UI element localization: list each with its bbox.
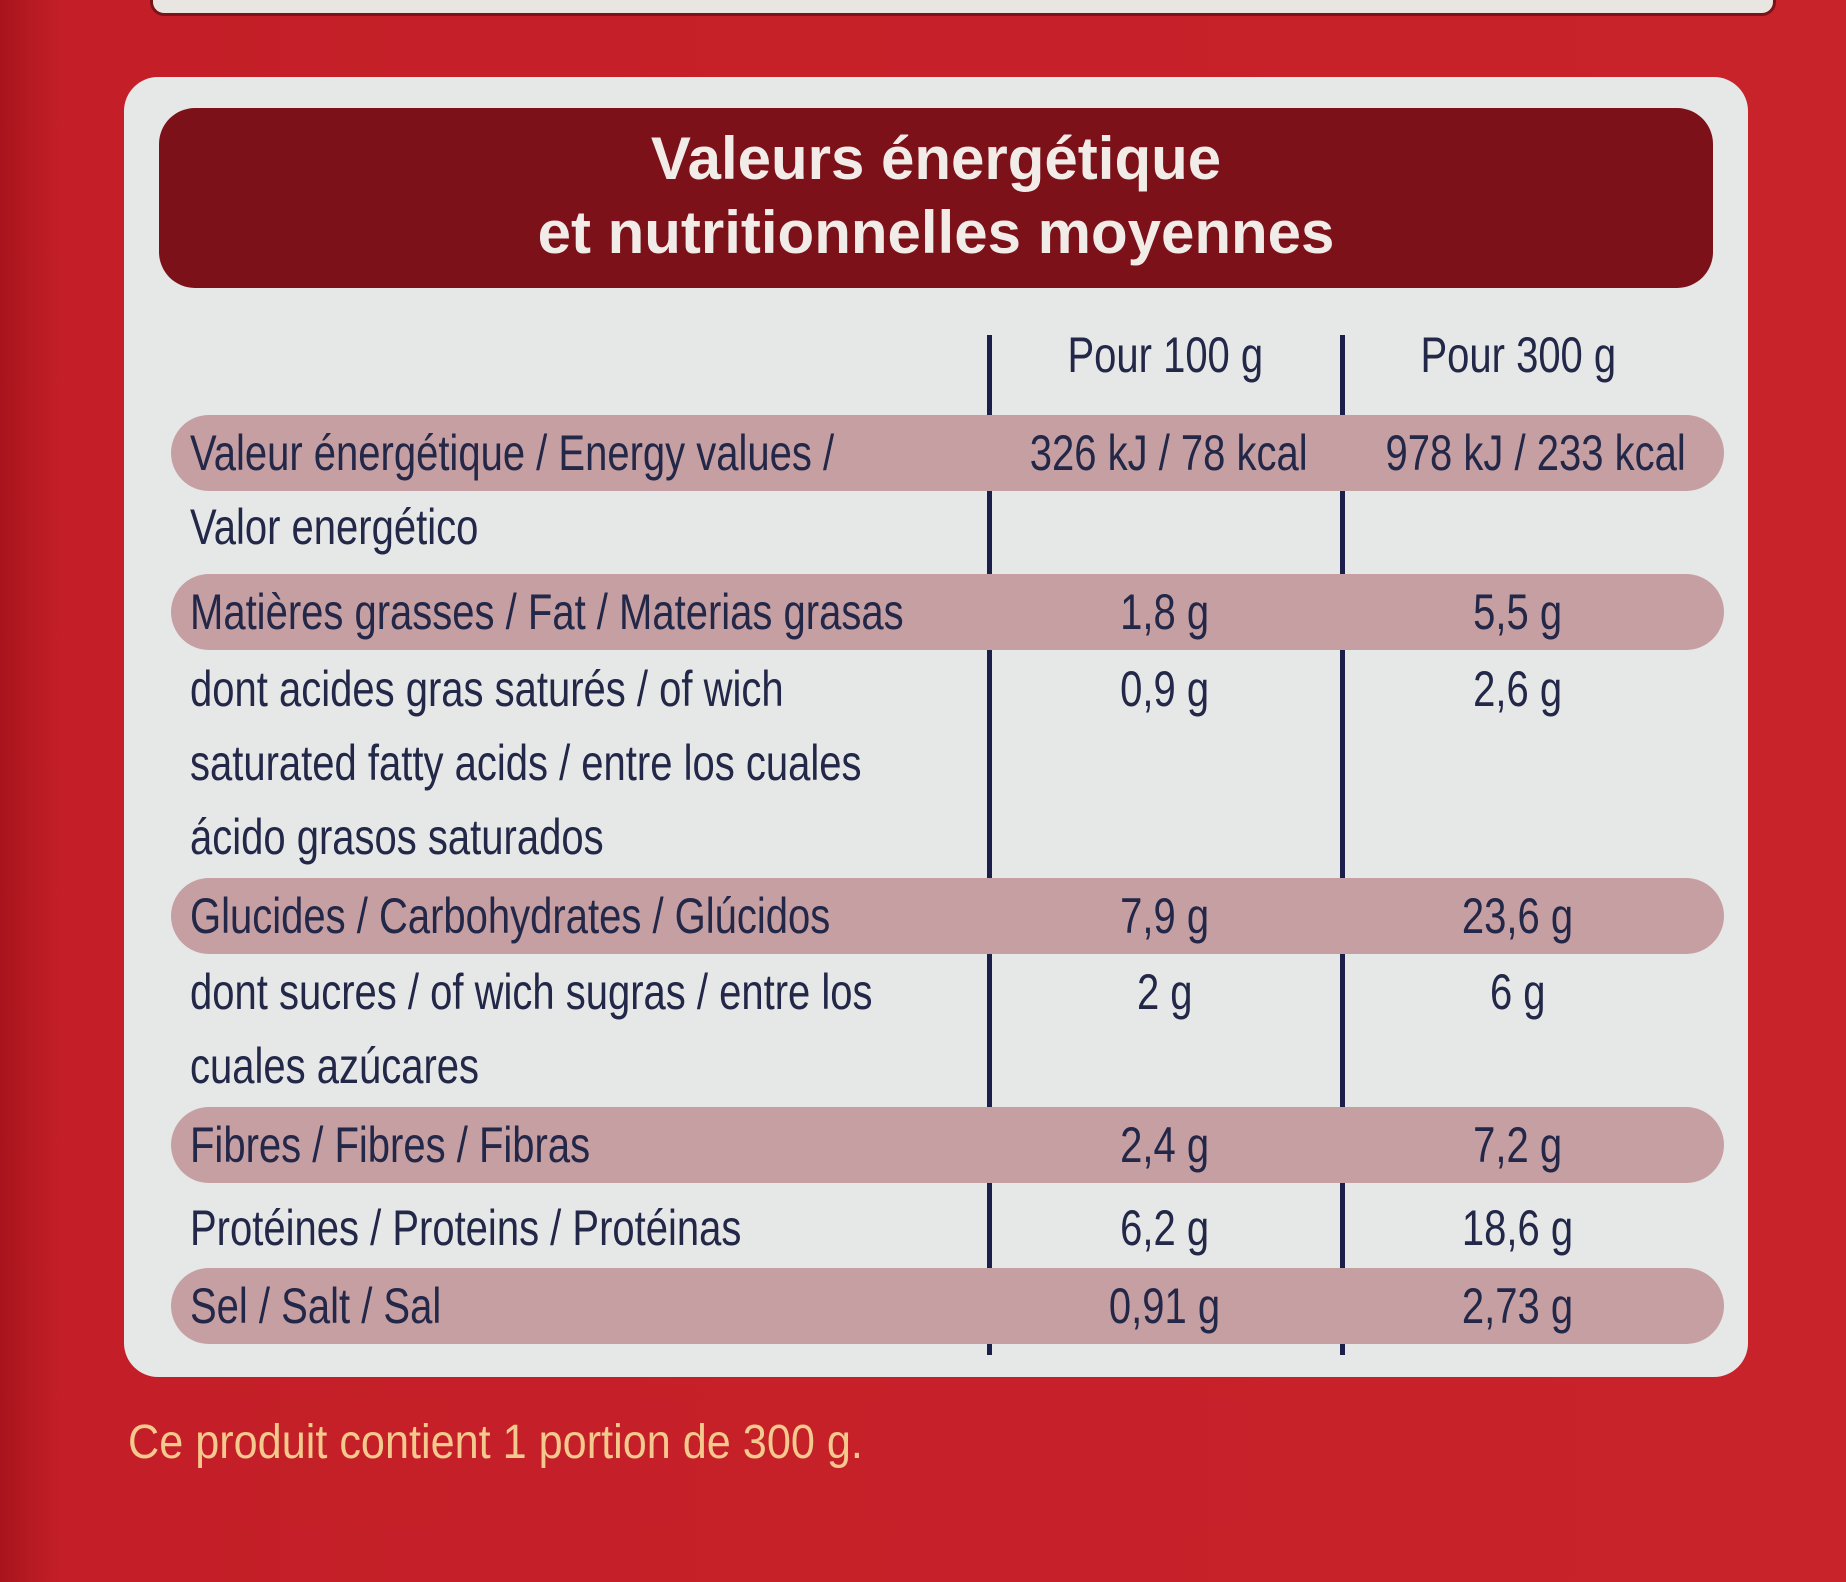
title-line: et nutritionnelles moyennes [537,199,1335,266]
row-value-text: 978 kJ / 233 kcal [1385,425,1686,481]
row-label: saturated fatty acids / entre los cuales [190,726,1029,800]
row-label-text: cuales azúcares [190,1038,480,1094]
row-label-text: dont sucres / of wich sugras / entre los [190,964,873,1020]
row-label-text: Protéines / Proteins / Protéinas [190,1200,742,1256]
row-label-text: saturated fatty acids / entre los cuales [190,735,862,791]
column-header: Pour 300 g [1348,318,1688,392]
footer-note: Ce produit contient 1 portion de 300 g. [128,1408,945,1478]
row-value: 0,9 g [995,652,1335,726]
row-label: Fibres / Fibres / Fibras [190,1108,690,1182]
row-label: Matières grasses / Fat / Materias grasas [190,575,1082,649]
row-label: cuales azúcares [190,1029,551,1103]
row-label: Valor energético [190,490,550,564]
row-value-text: 7,9 g [1120,888,1210,944]
row-value: 18,6 g [1348,1191,1688,1265]
row-label-text: Valeur énergétique / Energy values / [190,425,835,481]
row-value: 2,6 g [1348,652,1688,726]
row-shade [171,1268,1724,1344]
row-value-text: 1,8 g [1120,584,1210,640]
row-label-text: Fibres / Fibres / Fibras [190,1117,591,1173]
footer-text: Ce produit contient 1 portion de 300 g. [128,1416,863,1469]
column-header-text: Pour 300 g [1420,327,1616,383]
row-value-text: 18,6 g [1462,1200,1574,1256]
row-value-text: 0,9 g [1120,661,1210,717]
row-value-text: 2,4 g [1120,1117,1210,1173]
row-shade [171,415,1724,491]
row-label-text: dont acides gras saturés / of wich [190,661,784,717]
row-value: 23,6 g [1348,879,1688,953]
row-label: Sel / Salt / Sal [190,1269,504,1343]
row-value: 6,2 g [995,1191,1335,1265]
row-value-text: 2,73 g [1462,1278,1574,1334]
row-label: Valeur énergétique / Energy values / [190,416,995,490]
row-label-text: Sel / Salt / Sal [190,1278,442,1334]
row-shade [171,574,1724,650]
package-edge [150,0,1776,16]
column-header: Pour 100 g [995,318,1335,392]
row-value: 1,8 g [995,575,1335,649]
row-label-text: ácido grasos saturados [190,809,604,865]
row-value: 0,91 g [995,1269,1335,1343]
row-value-text: 6,2 g [1120,1200,1210,1256]
row-value: 5,5 g [1348,575,1688,649]
row-value: 326 kJ / 78 kcal [995,416,1335,490]
row-label-text: Matières grasses / Fat / Materias grasas [190,584,904,640]
column-divider [1340,335,1345,1355]
row-value-text: 2,6 g [1473,661,1563,717]
row-value: 7,2 g [1348,1108,1688,1182]
header-band: Valeurs énergétique et nutritionnelles m… [159,108,1713,288]
row-value: 2,4 g [995,1108,1335,1182]
row-value: 6 g [1348,955,1688,1029]
row-label: ácido grasos saturados [190,800,707,874]
row-value: 2 g [995,955,1335,1029]
title-line: Valeurs énergétique [650,125,1222,192]
row-value: 7,9 g [995,879,1335,953]
row-value-text: 23,6 g [1462,888,1574,944]
row-value-text: 2 g [1137,964,1193,1020]
row-value: 978 kJ / 233 kcal [1348,416,1688,490]
row-value-text: 7,2 g [1473,1117,1563,1173]
row-shade [171,1107,1724,1183]
row-value: 2,73 g [1348,1269,1688,1343]
column-header-text: Pour 100 g [1067,327,1263,383]
row-value-text: 326 kJ / 78 kcal [1029,425,1308,481]
row-label-text: Valor energético [190,499,479,555]
row-label: dont sucres / of wich sugras / entre los [190,955,1043,1029]
row-shade [171,878,1724,954]
row-label: Glucides / Carbohydrates / Glúcidos [190,879,990,953]
row-value-text: 6 g [1490,964,1546,1020]
column-divider [987,335,992,1355]
row-value-text: 0,91 g [1109,1278,1221,1334]
row-label: Protéines / Proteins / Protéinas [190,1191,879,1265]
row-label: dont acides gras saturés / of wich [190,652,932,726]
row-value-text: 5,5 g [1473,584,1563,640]
row-label-text: Glucides / Carbohydrates / Glúcidos [190,888,831,944]
